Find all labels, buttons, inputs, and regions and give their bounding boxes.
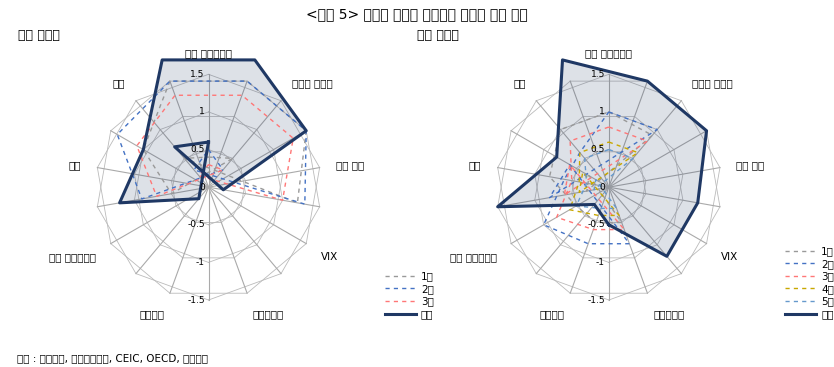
Legend: 1차, 2차, 3차, 현재: 1차, 2차, 3차, 현재 (380, 267, 438, 323)
Text: 주가: 주가 (68, 160, 81, 170)
Text: <그림 5> 시기별 외국인 주식자금 유출입 요소 비교: <그림 5> 시기별 외국인 주식자금 유출입 요소 비교 (306, 7, 528, 21)
Text: 한국 경제성장률: 한국 경제성장률 (450, 252, 497, 262)
Text: 글로벌 유동성: 글로벌 유동성 (692, 78, 733, 88)
Text: 미국 국채: 미국 국채 (736, 160, 765, 170)
Text: 주가: 주가 (469, 160, 481, 170)
Text: VIX: VIX (320, 252, 338, 262)
Text: 글로벌 유동성: 글로벌 유동성 (292, 78, 333, 88)
Text: 세계 경제성장률: 세계 경제성장률 (585, 48, 632, 58)
Text: 환율: 환율 (113, 78, 125, 88)
Text: -0.5: -0.5 (187, 220, 204, 229)
Text: 0.5: 0.5 (190, 145, 204, 154)
Polygon shape (119, 60, 306, 203)
Text: 0.5: 0.5 (590, 145, 605, 154)
Text: -1: -1 (596, 258, 605, 267)
Text: 1: 1 (199, 108, 204, 116)
Text: 한국 경제성장률: 한국 경제성장률 (49, 252, 97, 262)
Text: 세계 경제성장률: 세계 경제성장률 (185, 48, 232, 58)
Legend: 1차, 2차, 3차, 4차, 5차, 현재: 1차, 2차, 3차, 4차, 5차, 현재 (781, 242, 834, 323)
Text: 1: 1 (600, 108, 605, 116)
Text: 1.5: 1.5 (590, 70, 605, 79)
Text: 0: 0 (199, 183, 204, 192)
Text: 0: 0 (600, 183, 605, 192)
Text: 환율: 환율 (513, 78, 525, 88)
Text: 과잉 유출기: 과잉 유출기 (18, 29, 60, 42)
Text: 외환보유고: 외환보유고 (653, 309, 685, 319)
Text: 신용등급: 신용등급 (540, 309, 565, 319)
Text: -1.5: -1.5 (187, 295, 204, 305)
Text: -1: -1 (196, 258, 204, 267)
Text: 외환보유고: 외환보유고 (253, 309, 284, 319)
Text: VIX: VIX (721, 252, 738, 262)
Text: -1.5: -1.5 (587, 295, 605, 305)
Text: 자료 : 블룸버그, 데이터스트림, CEIC, OECD, 한국은행: 자료 : 블룸버그, 데이터스트림, CEIC, OECD, 한국은행 (17, 353, 208, 363)
Text: 1.5: 1.5 (190, 70, 204, 79)
Polygon shape (498, 60, 706, 256)
Text: 과잉 유입기: 과잉 유입기 (417, 29, 459, 42)
Text: -0.5: -0.5 (587, 220, 605, 229)
Text: 신용등급: 신용등급 (139, 309, 164, 319)
Text: 미국 국채: 미국 국채 (336, 160, 364, 170)
